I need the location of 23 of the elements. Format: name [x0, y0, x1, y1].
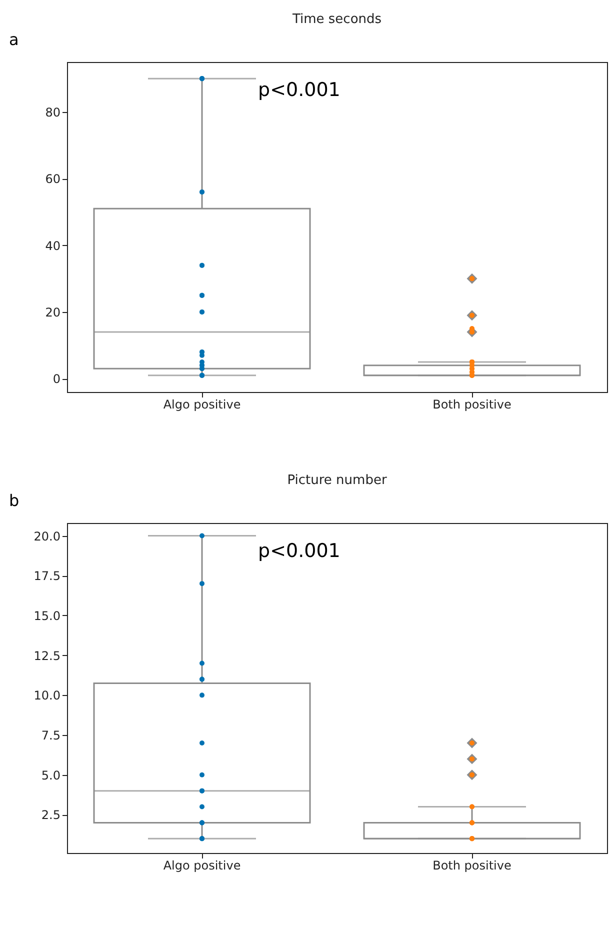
y-tick-label: 10.0 [34, 688, 60, 703]
chart-title: Time seconds [291, 12, 382, 27]
x-tick-label: Algo positive [163, 398, 241, 412]
annotation: p<0.001 [258, 79, 340, 101]
x-tick-label: Both positive [432, 398, 512, 412]
text: a [9, 30, 19, 49]
y-tick-label: 0 [52, 372, 60, 386]
x-tick-label: Algo positive [163, 858, 241, 872]
y-tick-label: 12.5 [34, 648, 60, 663]
x-tick-label: Both positive [432, 858, 512, 872]
text: b [9, 491, 20, 510]
chart-title: Picture number [287, 473, 388, 488]
y-tick-label: 20.0 [34, 529, 60, 544]
y-tick-label: 20 [45, 306, 60, 320]
y-tick-label: 40 [45, 238, 60, 253]
annotation: p<0.001 [258, 540, 340, 562]
y-tick-label: 2.5 [41, 808, 60, 822]
y-tick-label: 17.5 [34, 569, 60, 584]
y-tick-label: 7.5 [41, 728, 60, 743]
y-tick-label: 15.0 [34, 608, 60, 623]
y-tick-label: 5.0 [41, 768, 60, 782]
y-tick-label: 60 [45, 172, 60, 186]
y-tick-label: 80 [45, 106, 60, 120]
